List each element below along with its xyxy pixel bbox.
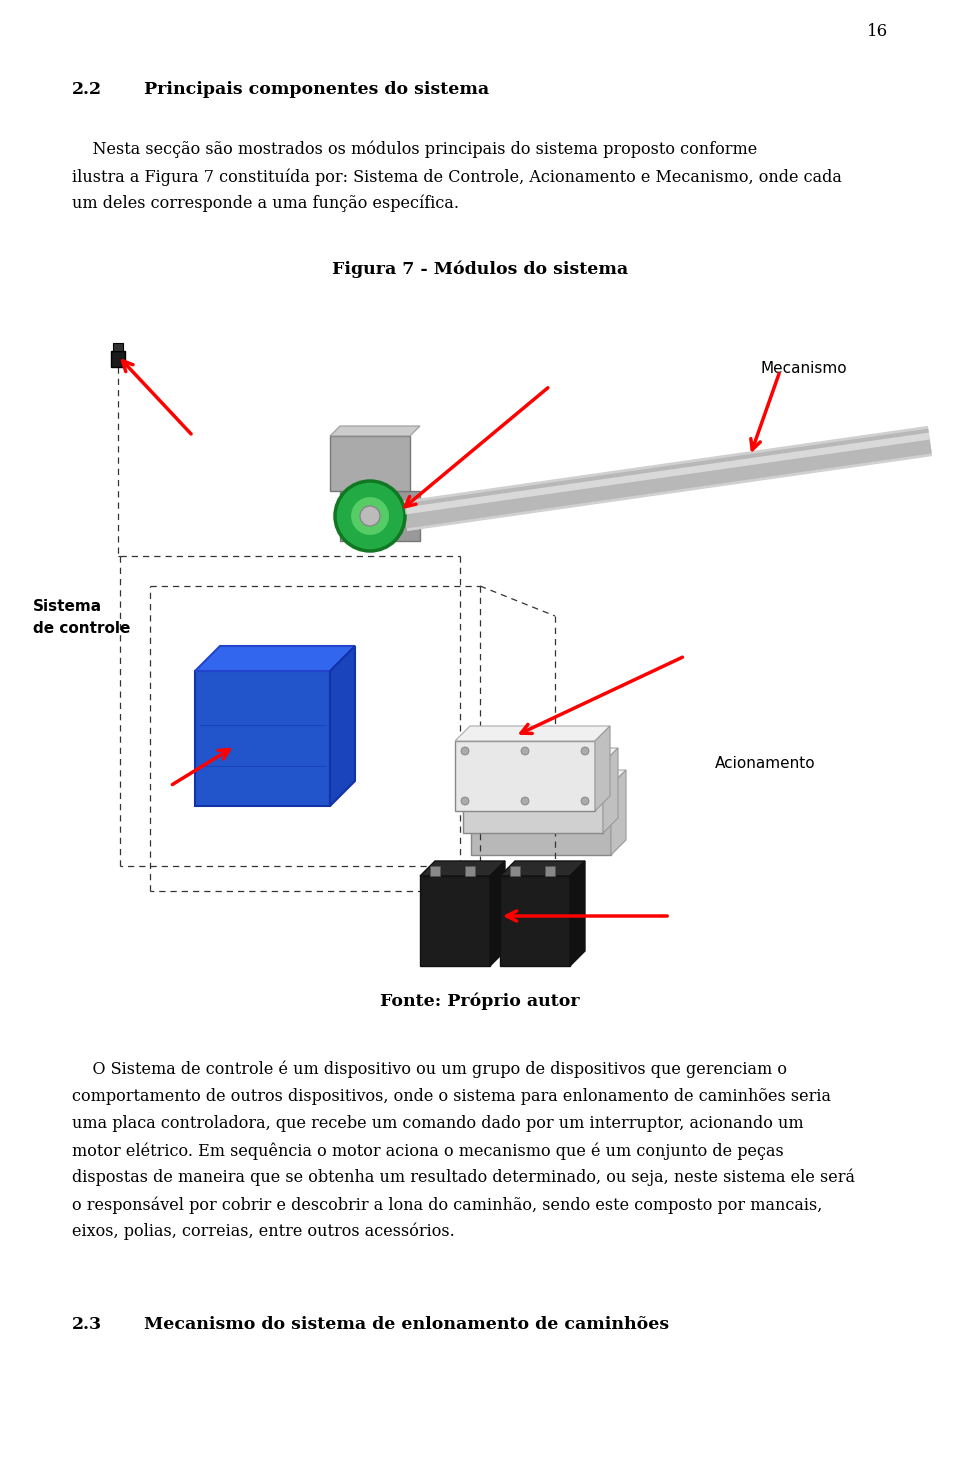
Text: Acionamento: Acionamento — [715, 755, 816, 772]
Polygon shape — [611, 770, 626, 855]
Circle shape — [521, 797, 529, 806]
Polygon shape — [195, 646, 355, 671]
Circle shape — [581, 746, 589, 755]
Text: Fonte: Próprio autor: Fonte: Próprio autor — [380, 992, 580, 1010]
Circle shape — [350, 496, 390, 536]
Text: o responsável por cobrir e descobrir a lona do caminhão, sendo este composto por: o responsável por cobrir e descobrir a l… — [72, 1197, 823, 1213]
Bar — [430, 866, 440, 875]
Circle shape — [581, 797, 589, 806]
Polygon shape — [330, 427, 420, 435]
Text: um deles corresponde a uma função específica.: um deles corresponde a uma função especí… — [72, 195, 459, 212]
Polygon shape — [570, 860, 585, 966]
Bar — [545, 866, 555, 875]
Polygon shape — [603, 748, 618, 832]
Text: motor elétrico. Em sequência o motor aciona o mecanismo que é um conjunto de peç: motor elétrico. Em sequência o motor aci… — [72, 1142, 783, 1160]
Circle shape — [521, 746, 529, 755]
Text: Figura 7 - Módulos do sistema: Figura 7 - Módulos do sistema — [332, 261, 628, 278]
Polygon shape — [463, 748, 618, 763]
Text: comportamento de outros dispositivos, onde o sistema para enlonamento de caminhõ: comportamento de outros dispositivos, on… — [72, 1089, 831, 1105]
Polygon shape — [330, 646, 355, 806]
Text: 2.3: 2.3 — [72, 1317, 102, 1333]
Polygon shape — [500, 860, 585, 875]
Circle shape — [335, 481, 405, 551]
Circle shape — [461, 797, 469, 806]
Polygon shape — [340, 492, 420, 541]
Bar — [113, 344, 123, 351]
Polygon shape — [420, 875, 490, 966]
Bar — [465, 866, 475, 875]
Polygon shape — [471, 770, 626, 785]
Text: de controle: de controle — [33, 621, 131, 635]
Polygon shape — [500, 875, 570, 966]
Bar — [111, 351, 125, 367]
Polygon shape — [463, 763, 603, 832]
Text: eixos, polias, correias, entre outros acessórios.: eixos, polias, correias, entre outros ac… — [72, 1223, 455, 1241]
Polygon shape — [455, 726, 610, 740]
Polygon shape — [195, 671, 330, 806]
Text: Nesta secção são mostrados os módulos principais do sistema proposto conforme: Nesta secção são mostrados os módulos pr… — [72, 141, 757, 158]
Polygon shape — [595, 726, 610, 812]
Circle shape — [461, 746, 469, 755]
Circle shape — [360, 507, 380, 526]
Polygon shape — [455, 740, 595, 812]
Bar — [510, 866, 520, 875]
Text: 16: 16 — [867, 24, 888, 40]
Text: 2.2: 2.2 — [72, 81, 102, 98]
Text: dispostas de maneira que se obtenha um resultado determinado, ou seja, neste sis: dispostas de maneira que se obtenha um r… — [72, 1169, 855, 1186]
Text: uma placa controladora, que recebe um comando dado por um interruptor, acionando: uma placa controladora, que recebe um co… — [72, 1115, 804, 1131]
Text: O Sistema de controle é um dispositivo ou um grupo de dispositivos que gerenciam: O Sistema de controle é um dispositivo o… — [72, 1060, 787, 1078]
Text: ilustra a Figura 7 constituída por: Sistema de Controle, Acionamento e Mecanismo: ilustra a Figura 7 constituída por: Sist… — [72, 167, 842, 185]
Polygon shape — [330, 435, 410, 492]
Polygon shape — [471, 785, 611, 855]
Text: Sistema: Sistema — [33, 598, 102, 615]
Text: Mecanismo: Mecanismo — [760, 361, 847, 376]
Text: Mecanismo do sistema de enlonamento de caminhões: Mecanismo do sistema de enlonamento de c… — [144, 1317, 669, 1333]
Polygon shape — [490, 860, 505, 966]
Text: Principais componentes do sistema: Principais componentes do sistema — [144, 81, 490, 98]
Polygon shape — [420, 860, 505, 875]
